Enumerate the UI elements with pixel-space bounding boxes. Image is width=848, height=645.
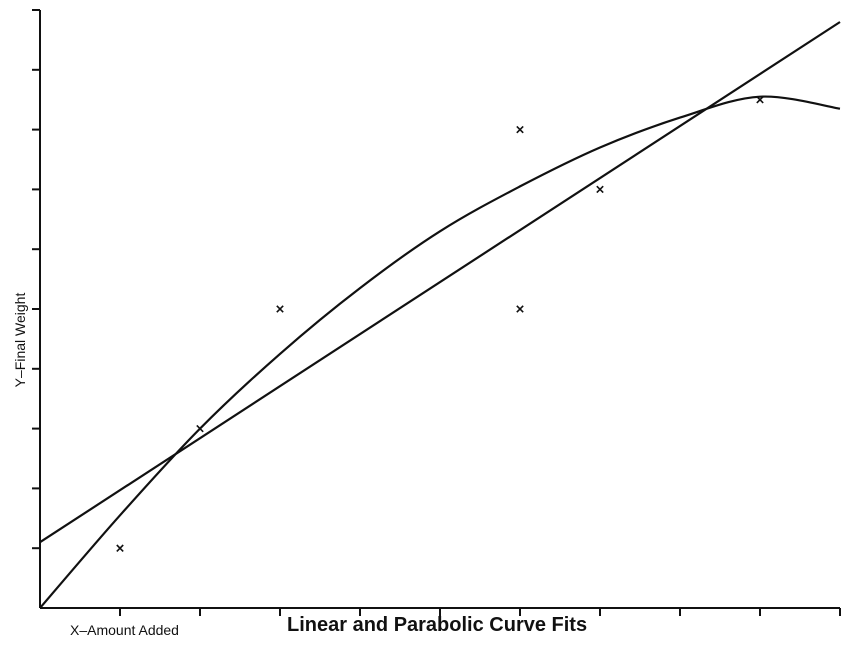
data-point-4 <box>516 125 524 134</box>
data-point-mark <box>196 424 204 433</box>
data-point-3 <box>276 305 284 313</box>
data-point-mark <box>116 544 124 552</box>
chart-axes <box>32 9 841 616</box>
data-point-5 <box>516 305 524 313</box>
data-point-2 <box>196 424 204 433</box>
parabolic-fit-curve <box>39 95 841 609</box>
chart-data-points <box>116 95 764 552</box>
data-point-mark <box>516 305 524 313</box>
chart-fit-lines <box>39 21 841 609</box>
chart-title: Linear and Parabolic Curve Fits <box>287 614 588 636</box>
data-point-mark <box>756 95 764 104</box>
data-point-mark <box>596 185 604 194</box>
linear-fit-line <box>39 21 841 544</box>
data-point-1 <box>116 544 124 552</box>
data-point-mark <box>516 125 524 134</box>
x-axis-label: X–Amount Added <box>70 622 179 638</box>
data-point-6 <box>596 185 604 194</box>
y-axis-label: Y–Final Weight <box>12 292 28 388</box>
data-point-7 <box>756 95 764 104</box>
data-point-mark <box>276 305 284 313</box>
